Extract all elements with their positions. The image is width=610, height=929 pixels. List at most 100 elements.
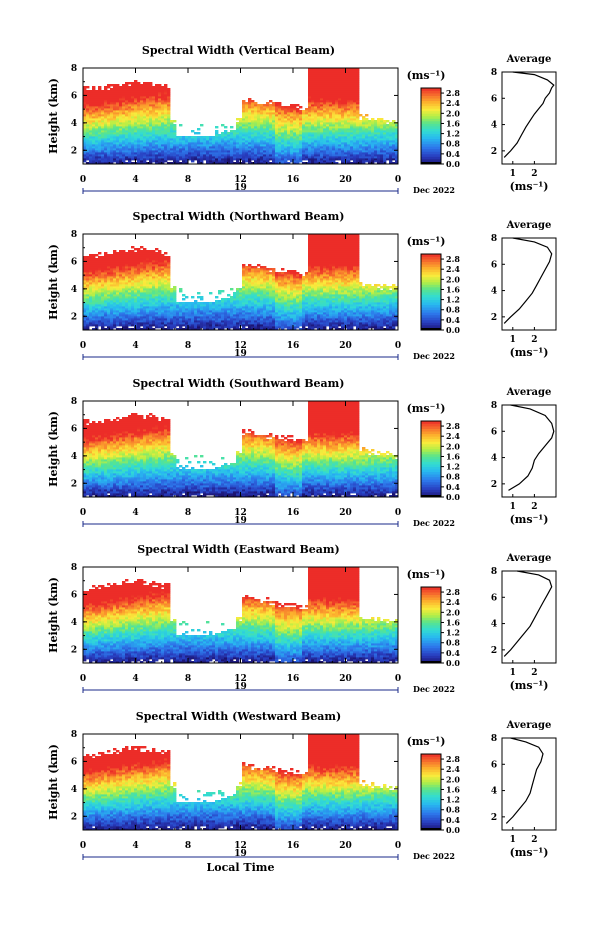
heatmap-cell (89, 254, 93, 257)
heatmap-cell (326, 148, 330, 151)
heatmap-cell (167, 132, 171, 135)
heatmap-cell (254, 108, 258, 111)
heatmap-cell (215, 160, 219, 163)
heatmap-cell (134, 94, 138, 97)
heatmap-cell (242, 138, 246, 141)
heatmap-cell (272, 130, 276, 133)
heatmap-cell (323, 140, 327, 143)
heatmap-cell (314, 76, 318, 79)
heatmap-cell (284, 110, 288, 113)
heatmap-cell (326, 96, 330, 99)
heatmap-cell (173, 140, 177, 143)
heatmap-cell (347, 110, 351, 113)
heatmap-cell (89, 100, 93, 103)
heatmap-cell (149, 154, 153, 157)
heatmap-cell (158, 250, 162, 253)
heatmap-cell (167, 156, 171, 159)
heatmap-cell (329, 132, 333, 135)
heatmap-cell (116, 128, 120, 131)
heatmap-cell (140, 84, 144, 87)
heatmap-cell (161, 162, 165, 165)
heatmap-cell (266, 114, 270, 117)
heatmap-cell (101, 134, 105, 137)
heatmap-cell (203, 156, 207, 159)
heatmap-cell (263, 158, 267, 161)
heatmap-cell (245, 160, 249, 163)
heatmap-cell (209, 154, 213, 157)
heatmap-cell (137, 106, 141, 109)
heatmap-cell (350, 102, 354, 105)
heatmap-cell (149, 250, 153, 253)
heatmap-cell (302, 112, 306, 115)
heatmap-cell (248, 160, 252, 163)
heatmap-cell (260, 120, 264, 123)
heatmap-cell (305, 124, 309, 127)
heatmap-cell (257, 142, 261, 145)
heatmap-cell (98, 88, 102, 91)
heatmap-cell (305, 148, 309, 151)
heatmap-cell (95, 96, 99, 99)
heatmap-cell (230, 152, 234, 155)
heatmap-cell (266, 136, 270, 139)
heatmap-cell (323, 104, 327, 107)
heatmap-cell (107, 106, 111, 109)
heatmap-cell (293, 142, 297, 145)
heatmap-cell (296, 144, 300, 147)
heatmap-cell (317, 102, 321, 105)
heatmap-cell (347, 104, 351, 107)
heatmap-cell (293, 104, 297, 107)
heatmap-cell (302, 146, 306, 149)
heatmap-cell (113, 110, 117, 113)
heatmap-cell (269, 138, 273, 141)
heatmap-cell (119, 106, 123, 109)
heatmap-cell (233, 152, 237, 155)
heatmap-cell (338, 108, 342, 111)
heatmap-cell (89, 128, 93, 131)
heatmap-cell (119, 108, 123, 111)
heatmap-cell (284, 162, 288, 165)
heatmap-cell (308, 162, 312, 165)
heatmap-cell (263, 104, 267, 107)
heatmap-cell (236, 118, 240, 121)
heatmap-cell (98, 122, 102, 125)
heatmap-cell (242, 112, 246, 115)
heatmap-cell (200, 150, 204, 153)
heatmap-cell (269, 140, 273, 143)
heatmap-cell (137, 124, 141, 127)
heatmap-cell (134, 80, 138, 83)
heatmap-cell (296, 126, 300, 129)
heatmap-cell (293, 112, 297, 115)
heatmap-cell (206, 160, 210, 163)
heatmap-cell (320, 152, 324, 155)
heatmap-cell (281, 136, 285, 139)
heatmap-cell (314, 104, 318, 107)
heatmap-cell (350, 72, 354, 75)
heatmap-cell (311, 100, 315, 103)
heatmap-cell (341, 140, 345, 143)
heatmap-cell (323, 156, 327, 159)
heatmap-cell (131, 148, 135, 151)
heatmap-cell (221, 298, 225, 301)
heatmap-cell (236, 124, 240, 127)
heatmap-cell (308, 134, 312, 137)
heatmap-cell (326, 112, 330, 115)
heatmap-cell (155, 94, 159, 97)
heatmap-cell (332, 132, 336, 135)
heatmap-cell (275, 150, 279, 153)
heatmap-cell (86, 138, 90, 141)
heatmap-cell (215, 132, 219, 135)
heatmap-cell (191, 302, 195, 305)
heatmap-cell (248, 136, 252, 139)
heatmap-cell (146, 124, 150, 127)
heatmap-cell (200, 152, 204, 155)
heatmap-cell (269, 150, 273, 153)
heatmap-cell (143, 90, 147, 93)
heatmap-cell (326, 104, 330, 107)
heatmap-cell (272, 162, 276, 165)
heatmap-cell (308, 96, 312, 99)
heatmap-cell (104, 98, 108, 101)
heatmap-cell (284, 150, 288, 153)
panel-title: Spectral Width (Vertical Beam) (142, 44, 335, 57)
heatmap-cell (329, 112, 333, 115)
heatmap-cell (302, 156, 306, 159)
